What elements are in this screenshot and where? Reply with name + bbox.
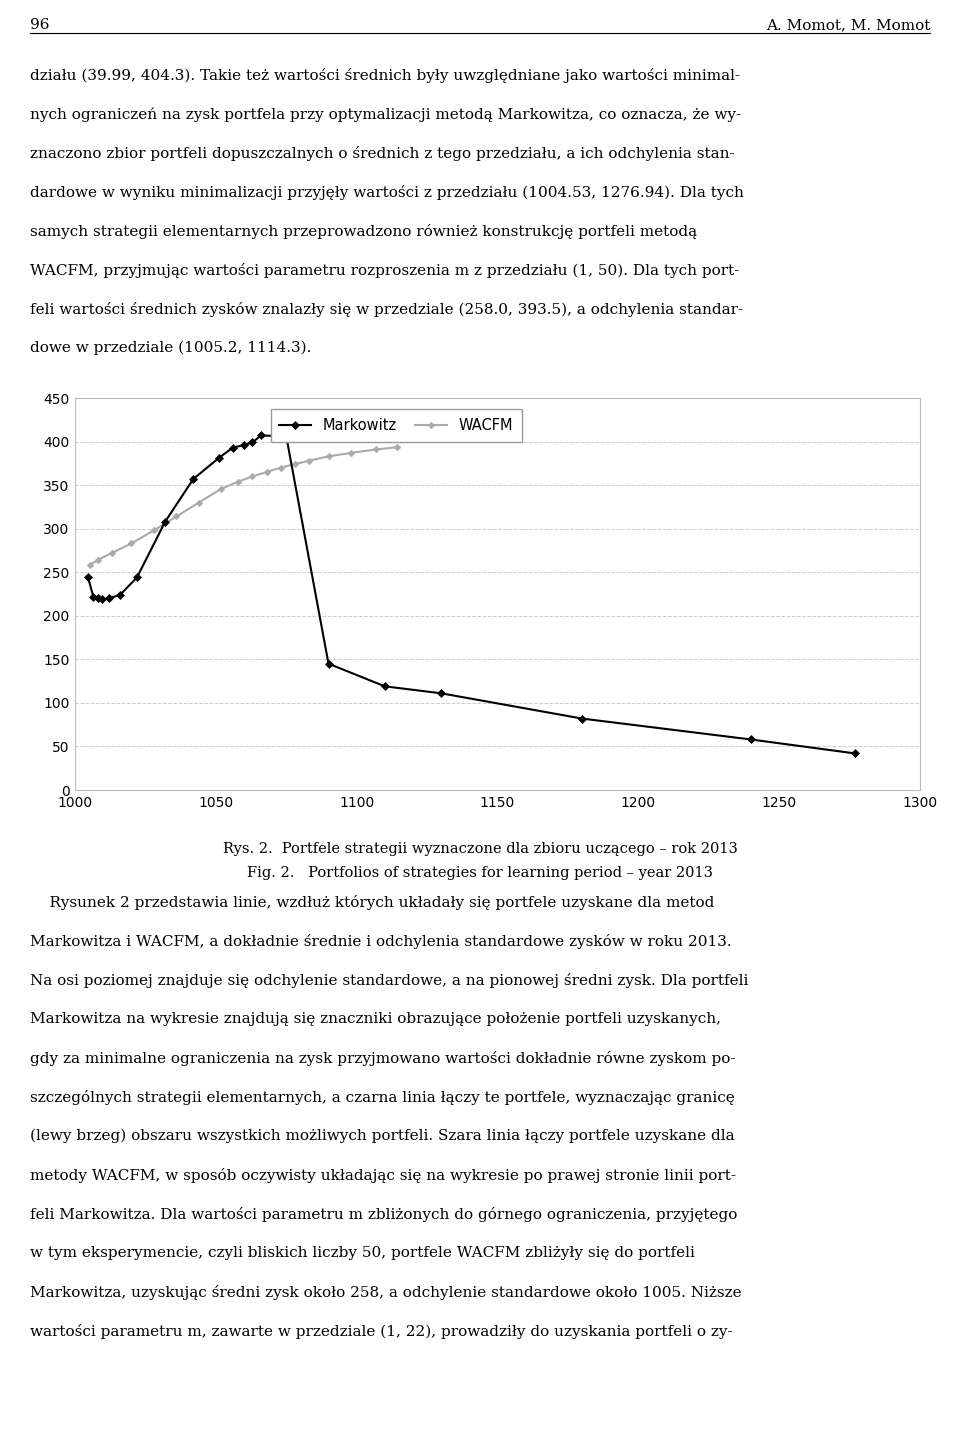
Text: gdy za minimalne ograniczenia na zysk przyjmowano wartości dokładnie równe zysko: gdy za minimalne ograniczenia na zysk pr…	[30, 1051, 735, 1066]
Markowitz	[238, 436, 250, 453]
Text: szczególnych strategii elementarnych, a czarna linia łączy te portfele, wyznacza: szczególnych strategii elementarnych, a …	[30, 1090, 734, 1105]
Markowitz	[187, 471, 199, 488]
Text: WACFM, przyjmując wartości parametru rozproszenia m z przedziału (1, 50). Dla ty: WACFM, przyjmując wartości parametru roz…	[30, 264, 739, 278]
Text: (lewy brzeg) obszaru wszystkich możliwych portfeli. Szara linia łączy portfele u: (lewy brzeg) obszaru wszystkich możliwyc…	[30, 1129, 734, 1144]
Markowitz	[436, 685, 447, 702]
WACFM	[275, 459, 286, 476]
WACFM	[216, 479, 228, 497]
Markowitz	[850, 744, 861, 762]
Text: dardowe w wyniku minimalizacji przyjęły wartości z przedziału (1004.53, 1276.94): dardowe w wyniku minimalizacji przyjęły …	[30, 185, 744, 200]
Markowitz	[103, 589, 114, 607]
Text: wartości parametru m, zawarte w przedziale (1, 22), prowadziły do uzyskania port: wartości parametru m, zawarte w przedzia…	[30, 1323, 732, 1339]
Markowitz	[745, 731, 756, 749]
Text: metody WACFM, w sposób oczywisty układając się na wykresie po prawej stronie lin: metody WACFM, w sposób oczywisty układaj…	[30, 1169, 736, 1183]
WACFM	[261, 463, 273, 481]
Text: w tym eksperymencie, czyli bliskich liczby 50, portfele WACFM zbliżyły się do po: w tym eksperymencie, czyli bliskich licz…	[30, 1245, 695, 1260]
Markowitz	[87, 588, 99, 605]
Markowitz	[280, 427, 292, 445]
Markowitz	[323, 654, 334, 672]
Text: Rysunek 2 przedstawia linie, wzdłuż których układały się portfele uzyskane dla m: Rysunek 2 przedstawia linie, wzdłuż któr…	[30, 895, 714, 909]
Text: feli wartości średnich zysków znalazły się w przedziale (258.0, 393.5), a odchyl: feli wartości średnich zysków znalazły s…	[30, 303, 743, 317]
Markowitz	[114, 586, 126, 604]
Markowitz	[132, 569, 143, 586]
Markowitz	[92, 589, 104, 607]
Markowitz	[227, 439, 238, 456]
Line: WACFM: WACFM	[87, 445, 399, 568]
WACFM	[106, 544, 117, 562]
Text: Na osi poziomej znajduje się odchylenie standardowe, a na pionowej średni zysk. : Na osi poziomej znajduje się odchylenie …	[30, 973, 749, 988]
Markowitz	[82, 568, 93, 585]
Line: Markowitz: Markowitz	[84, 433, 858, 756]
WACFM	[126, 534, 137, 552]
Text: znaczono zbior portfeli dopuszczalnych o średnich z tego przedziału, a ich odchy: znaczono zbior portfeli dopuszczalnych o…	[30, 146, 734, 161]
Markowitz	[213, 449, 225, 466]
WACFM	[92, 552, 104, 569]
Text: feli Markowitza. Dla wartości parametru m zbliżonych do górnego ograniczenia, pr: feli Markowitza. Dla wartości parametru …	[30, 1208, 737, 1222]
Text: Rys. 2.  Portfele strategii wyznaczone dla zbioru uczącego – rok 2013: Rys. 2. Portfele strategii wyznaczone dl…	[223, 841, 737, 856]
Markowitz	[379, 678, 391, 695]
WACFM	[148, 521, 159, 539]
Markowitz	[159, 513, 171, 530]
WACFM	[391, 439, 402, 456]
Text: Markowitza na wykresie znajdują się znaczniki obrazujące położenie portfeli uzys: Markowitza na wykresie znajdują się znac…	[30, 1012, 721, 1027]
WACFM	[171, 508, 182, 526]
Text: 96: 96	[30, 17, 50, 32]
WACFM	[289, 456, 300, 473]
WACFM	[303, 452, 315, 469]
Markowitz	[247, 434, 258, 452]
WACFM	[323, 447, 334, 465]
Text: samych strategii elementarnych przeprowadzono również konstrukcję portfeli metod: samych strategii elementarnych przeprowa…	[30, 224, 697, 239]
WACFM	[84, 556, 95, 573]
WACFM	[193, 494, 204, 511]
Text: Markowitza i WACFM, a dokładnie średnie i odchylenia standardowe zysków w roku 2: Markowitza i WACFM, a dokładnie średnie …	[30, 934, 732, 948]
Legend: Markowitz, WACFM: Markowitz, WACFM	[271, 410, 521, 442]
WACFM	[346, 445, 357, 462]
WACFM	[247, 468, 258, 485]
Text: Markowitza, uzyskując średni zysk około 258, a odchylenie standardowe około 1005: Markowitza, uzyskując średni zysk około …	[30, 1284, 742, 1300]
Text: nych ograniczeń na zysk portfela przy optymalizacji metodą Markowitza, co oznacz: nych ograniczeń na zysk portfela przy op…	[30, 107, 741, 122]
Text: działu (39.99, 404.3). Takie też wartości średnich były uwzględniane jako wartoś: działu (39.99, 404.3). Takie też wartośc…	[30, 68, 740, 83]
Text: A. Momot, M. Momot: A. Momot, M. Momot	[766, 17, 930, 32]
Markowitz	[255, 427, 267, 445]
Markowitz	[96, 591, 108, 608]
Text: Fig. 2.   Portfolios of strategies for learning period – year 2013: Fig. 2. Portfolios of strategies for lea…	[247, 866, 713, 880]
WACFM	[371, 440, 382, 458]
Text: dowe w przedziale (1005.2, 1114.3).: dowe w przedziale (1005.2, 1114.3).	[30, 340, 311, 355]
WACFM	[232, 473, 244, 491]
Markowitz	[576, 710, 588, 727]
